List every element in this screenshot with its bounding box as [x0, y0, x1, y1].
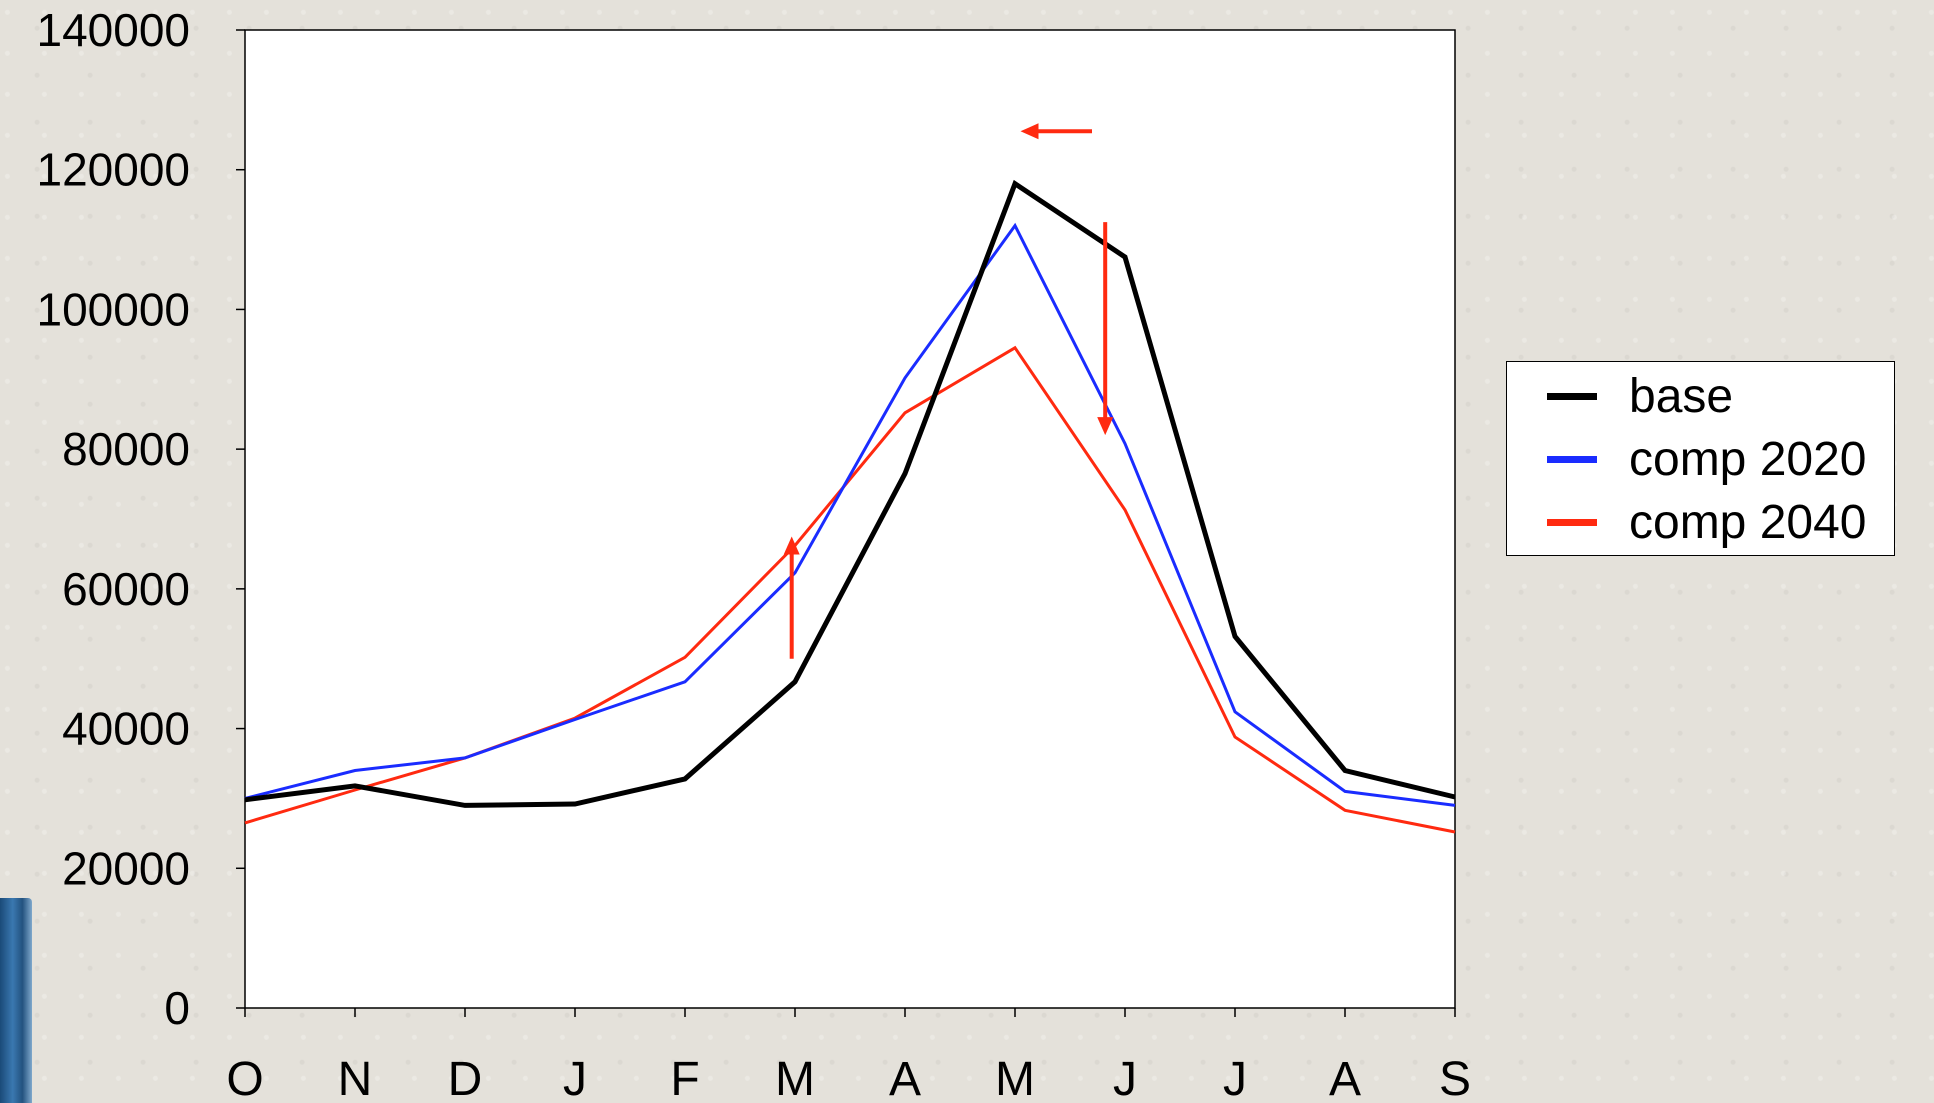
- x-tick-label: D: [448, 1053, 483, 1103]
- y-tick-label: 120000: [37, 144, 191, 196]
- y-tick-label: 80000: [62, 423, 190, 475]
- legend-swatch: [1547, 392, 1597, 400]
- legend-label: comp 2020: [1629, 432, 1867, 486]
- series-layer: [244, 179, 1456, 834]
- y-tick-label: 0: [164, 982, 190, 1034]
- annotation-layer: [783, 123, 1114, 659]
- legend-label: base: [1629, 369, 1734, 423]
- x-tick-label: J: [1113, 1053, 1137, 1103]
- legend: base comp 2020 comp 2040: [1506, 361, 1895, 556]
- series-line-comp-2040: [244, 345, 1456, 834]
- arrow-head: [783, 536, 800, 555]
- legend-swatch: [1547, 455, 1597, 463]
- x-tick-label: N: [338, 1053, 373, 1103]
- y-tick-label: 20000: [62, 842, 190, 894]
- series-line-base: [244, 179, 1456, 808]
- y-tick-label: 100000: [37, 283, 191, 335]
- y-tick-label: 40000: [62, 703, 190, 755]
- x-tick-label: O: [226, 1053, 263, 1103]
- plot-area: [244, 29, 1456, 1009]
- y-tick-label: 140000: [37, 4, 191, 56]
- x-tick-label: M: [775, 1053, 815, 1103]
- series-line-comp-2020: [244, 222, 1456, 807]
- legend-label: comp 2040: [1629, 495, 1867, 549]
- y-axis: 0 20000 40000 60000 80000 100000 120000 140000: [37, 4, 245, 1034]
- x-tick-label: S: [1439, 1053, 1471, 1103]
- legend-item-comp-2020: comp 2020: [1507, 432, 1867, 486]
- y-tick-label: 60000: [62, 563, 190, 615]
- arrow-head: [1097, 417, 1114, 436]
- x-tick-label: A: [1329, 1053, 1361, 1103]
- legend-swatch: [1547, 518, 1597, 526]
- x-tick-label: A: [889, 1053, 921, 1103]
- x-tick-label: M: [995, 1053, 1035, 1103]
- x-tick-label: J: [1223, 1053, 1247, 1103]
- x-tick-label: J: [563, 1053, 587, 1103]
- legend-item-base: base: [1507, 369, 1734, 423]
- arrow-head: [1020, 123, 1039, 140]
- legend-item-comp-2040: comp 2040: [1507, 495, 1867, 549]
- x-tick-label: F: [670, 1053, 699, 1103]
- logo-strip: [0, 898, 32, 1103]
